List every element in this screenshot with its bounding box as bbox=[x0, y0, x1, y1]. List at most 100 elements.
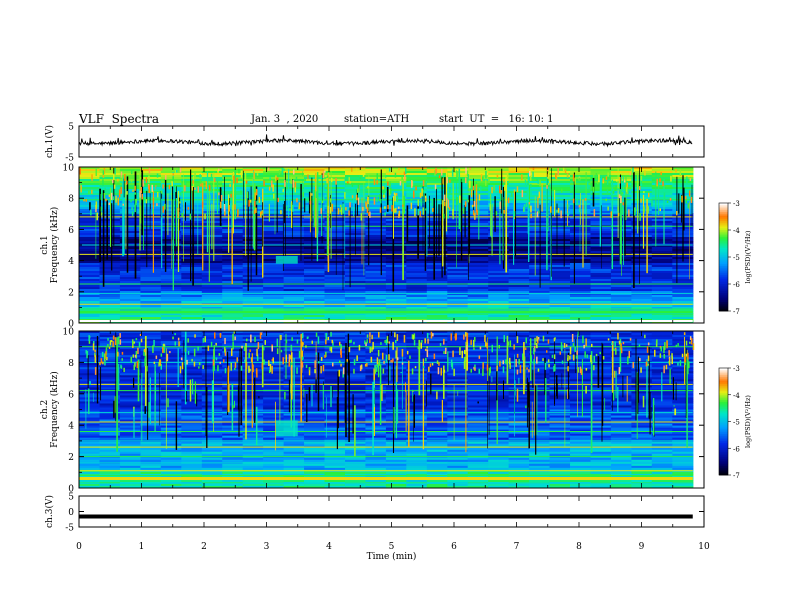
spectrogram-cell bbox=[610, 337, 632, 340]
spectrogram-cell bbox=[160, 369, 182, 372]
spectrogram-cell bbox=[283, 337, 305, 340]
spectrogram-cell bbox=[488, 449, 510, 453]
spectrogram-cell bbox=[140, 201, 162, 204]
spectrogram-cell bbox=[672, 309, 694, 312]
spectrogram-cell bbox=[672, 301, 694, 304]
spectrogram-cell bbox=[365, 227, 387, 230]
spectrogram-cell bbox=[119, 243, 141, 246]
spectrogram-cell bbox=[610, 431, 632, 435]
spectrogram-cell bbox=[467, 281, 489, 284]
spectrogram-cell bbox=[79, 379, 101, 382]
spectrogram-cell bbox=[590, 351, 612, 354]
spectrogram-cell bbox=[426, 301, 448, 304]
spectrogram-cell bbox=[119, 217, 141, 220]
spectrogram-cell bbox=[610, 417, 632, 420]
spectral-speckle bbox=[640, 183, 643, 186]
spectrogram-cell bbox=[426, 385, 448, 388]
spectral-speckle bbox=[639, 213, 641, 221]
spectrogram-cell bbox=[651, 277, 673, 280]
spectrogram-cell bbox=[385, 231, 407, 234]
spectrogram-cell bbox=[590, 457, 612, 461]
spectrogram-cell bbox=[365, 267, 387, 270]
spectrogram-cell bbox=[406, 451, 428, 455]
spectrogram-cell bbox=[651, 215, 673, 218]
spectrogram-cell bbox=[549, 241, 571, 244]
spectrogram-cell bbox=[631, 293, 653, 296]
spectrogram-cell bbox=[79, 391, 101, 394]
spectrogram-cell bbox=[263, 339, 285, 342]
spectrogram-cell bbox=[447, 401, 469, 404]
spectrogram-cell bbox=[447, 193, 469, 196]
spectrogram-cell bbox=[549, 423, 571, 426]
spectrogram-cell bbox=[651, 421, 673, 424]
spectrogram-cell bbox=[508, 321, 530, 324]
spectral-speckle bbox=[234, 204, 236, 210]
spectrogram-cell bbox=[365, 251, 387, 254]
spectrogram-cell bbox=[160, 409, 182, 412]
spectrogram-cell bbox=[406, 433, 428, 437]
spectrogram-cell bbox=[488, 391, 510, 394]
spectrogram-cell bbox=[570, 239, 592, 242]
spectrogram-cell bbox=[79, 187, 101, 190]
spectrogram-cell bbox=[263, 335, 285, 338]
spectrogram-cell bbox=[488, 265, 510, 268]
spectrogram-cell bbox=[406, 449, 428, 453]
spectral-speckle bbox=[362, 206, 364, 211]
spectrogram-cell bbox=[283, 355, 305, 358]
spectrogram-cell bbox=[447, 321, 469, 324]
spectrogram-cell bbox=[570, 353, 592, 356]
spectrogram-cell bbox=[651, 407, 673, 410]
spectrogram-cell bbox=[508, 421, 530, 424]
spectrogram-cell bbox=[365, 249, 387, 252]
spectrogram-cell bbox=[529, 365, 551, 368]
spectrogram-cell bbox=[610, 425, 632, 429]
spectrogram-cell bbox=[365, 205, 387, 208]
spectrogram-cell bbox=[447, 291, 469, 294]
spectrogram-cell bbox=[529, 441, 551, 445]
spectrogram-cell bbox=[610, 397, 632, 400]
spectrogram-cell bbox=[79, 409, 101, 412]
spectrogram-cell bbox=[610, 335, 632, 338]
spectrogram-cell bbox=[426, 193, 448, 196]
spectrogram-cell bbox=[140, 273, 162, 276]
spectrogram-cell bbox=[263, 313, 285, 316]
spectrogram-cell bbox=[324, 243, 346, 246]
spectrogram-cell bbox=[406, 363, 428, 366]
spectrogram-cell bbox=[406, 417, 428, 420]
spectrogram-cell bbox=[467, 277, 489, 280]
spectrogram-cell bbox=[304, 391, 326, 394]
spectrogram-cell bbox=[324, 297, 346, 300]
spectrogram-cell bbox=[140, 189, 162, 192]
spectral-speckle bbox=[272, 184, 274, 192]
spectrogram-cell bbox=[119, 337, 141, 340]
spectrogram-cell bbox=[365, 403, 387, 406]
spectrogram-cell bbox=[529, 299, 551, 302]
spectrogram-cell bbox=[631, 197, 653, 200]
spectral-speckle bbox=[485, 179, 487, 186]
spectral-speckle bbox=[380, 199, 382, 204]
spectrogram-cell bbox=[119, 269, 141, 272]
spectrogram-cell bbox=[304, 173, 326, 176]
spectrogram-cell bbox=[549, 403, 571, 406]
spectrogram-cell bbox=[610, 279, 632, 282]
spectrogram-cell bbox=[201, 191, 223, 194]
spectrogram-cell bbox=[160, 339, 182, 342]
spectral-speckle bbox=[330, 198, 332, 203]
spectrogram-cell bbox=[283, 189, 305, 192]
spectrogram-cell bbox=[140, 209, 162, 212]
spectrogram-cell bbox=[324, 221, 346, 224]
spectrogram-cell bbox=[201, 347, 223, 350]
spectrogram-cell bbox=[488, 409, 510, 412]
spectrogram-cell bbox=[119, 297, 141, 300]
spectral-speckle bbox=[607, 206, 609, 211]
spectrogram-cell bbox=[283, 245, 305, 248]
spectral-speckle bbox=[112, 196, 115, 201]
spectrogram-cell bbox=[365, 421, 387, 424]
spectrogram-cell bbox=[140, 217, 162, 220]
spectrogram-cell bbox=[610, 401, 632, 404]
spectrogram-cell bbox=[549, 355, 571, 358]
spectral-speckle bbox=[172, 176, 174, 182]
spectrogram-cell bbox=[324, 435, 346, 439]
spectrogram-cell bbox=[467, 335, 489, 338]
spectrogram-cell bbox=[651, 365, 673, 368]
